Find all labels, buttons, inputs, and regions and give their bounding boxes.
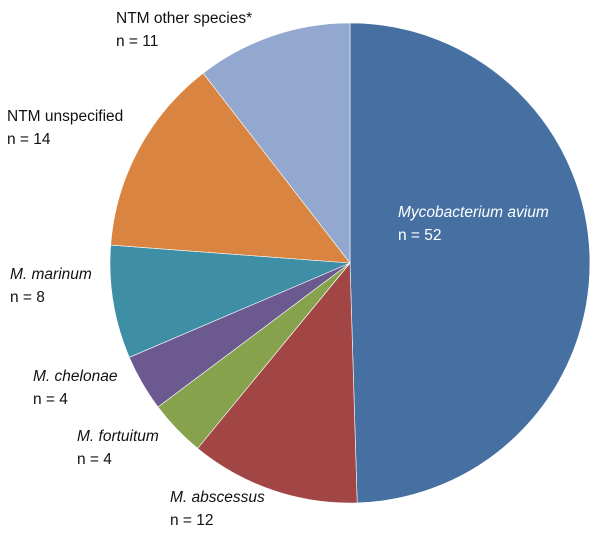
pie-slices: [109, 22, 591, 504]
slice-label-name: NTM other species*: [116, 10, 252, 27]
slice-label-name: M. fortuitum: [77, 428, 159, 445]
pie-slice-mycobacterium-avium: [349, 22, 591, 504]
slice-label-count: n = 4: [33, 391, 68, 408]
label-m-fortuitum: M. fortuitum n = 4: [77, 428, 159, 468]
label-m-avium: Mycobacterium avium n = 52: [398, 204, 549, 244]
pie-slice-ntm-other-species: [202, 22, 351, 264]
pie-slice-ntm-unspecified: [110, 72, 351, 264]
slice-label-name: NTM unspecified: [7, 108, 123, 125]
slice-label-count: n = 4: [77, 451, 112, 468]
pie-slice-m-marinum: [109, 244, 351, 358]
label-m-abscessus: M. abscessus n = 12: [170, 489, 265, 529]
slice-label-count: n = 8: [10, 289, 45, 306]
label-m-marinum: M. marinum n = 8: [10, 266, 92, 306]
pie-slice-m-abscessus: [197, 262, 358, 504]
slice-label-count: n = 12: [170, 512, 214, 529]
slice-label-count: n = 11: [116, 33, 158, 50]
slice-label-count: n = 52: [398, 227, 442, 244]
slice-label-name: Mycobacterium avium: [398, 204, 549, 221]
slice-label-count: n = 14: [7, 131, 51, 148]
label-m-chelonae: M. chelonae n = 4: [33, 368, 118, 408]
slice-label-name: M. marinum: [10, 266, 92, 283]
slice-label-name: M. abscessus: [170, 489, 265, 506]
label-ntm-other-species: NTM other species* n = 11: [116, 10, 252, 50]
slice-label-name: M. chelonae: [33, 368, 118, 385]
label-ntm-unspecified: NTM unspecified n = 14: [7, 108, 123, 148]
